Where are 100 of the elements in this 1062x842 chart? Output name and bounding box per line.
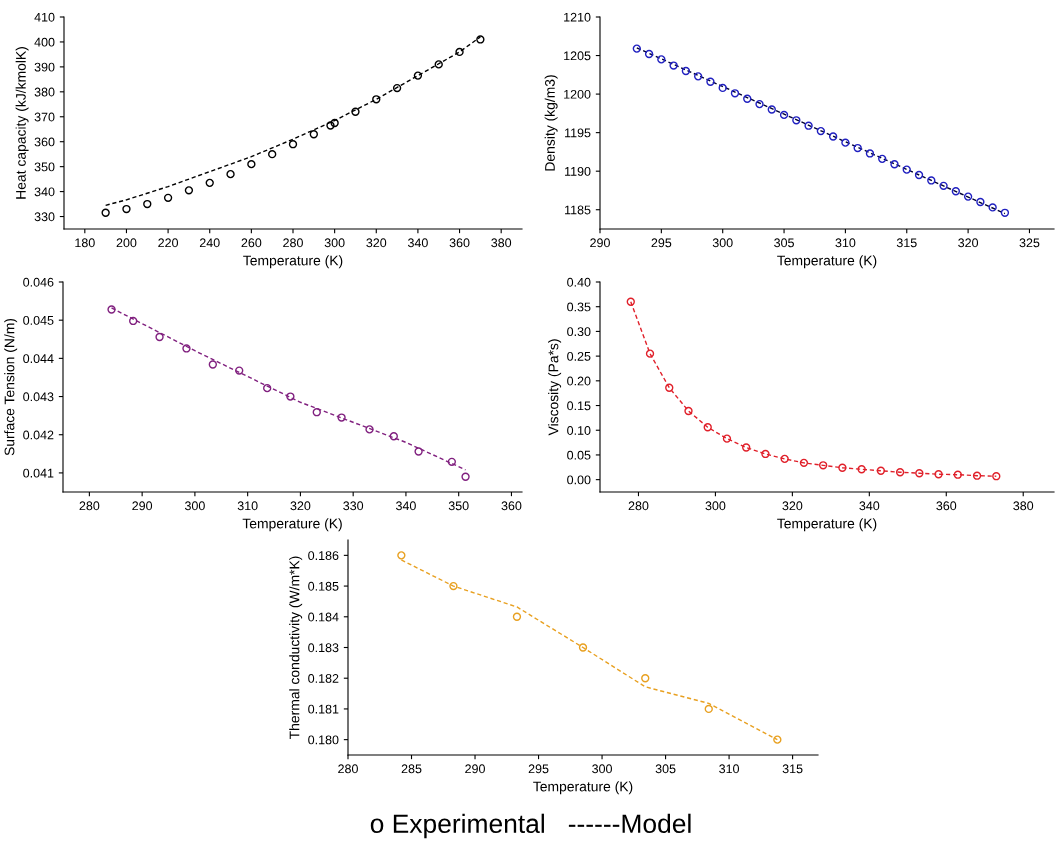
point — [818, 461, 828, 470]
point — [476, 35, 485, 44]
y-tick-label: 0.182 — [308, 674, 339, 683]
y-tick-label: 390 — [34, 62, 55, 72]
y-tick-label: 380 — [34, 87, 55, 97]
point — [767, 105, 776, 114]
x-tick-label: 360 — [936, 501, 957, 511]
point — [644, 49, 654, 59]
point — [263, 383, 272, 393]
x-tick-label: 280 — [628, 501, 649, 511]
y-tick-label: 0.045 — [23, 315, 54, 325]
point — [182, 344, 191, 353]
point — [838, 463, 847, 472]
point — [684, 406, 693, 416]
y-tick-label: 0.042 — [23, 430, 54, 440]
point — [878, 154, 887, 164]
x-tick-label: 300 — [592, 764, 612, 774]
point — [963, 192, 973, 201]
x-tick-label: 340 — [859, 501, 880, 511]
x-tick-label: 300 — [712, 238, 733, 248]
point — [392, 83, 402, 93]
point — [853, 143, 862, 153]
point — [645, 349, 655, 358]
x-tick-label: 280 — [79, 501, 100, 511]
y-tick-label: 360 — [34, 137, 55, 147]
point — [129, 316, 138, 326]
x-tick-label: 240 — [199, 238, 220, 248]
y-axis-title: Surface Tension (N/m) — [4, 318, 18, 456]
x-tick-label: 360 — [501, 501, 522, 511]
y-tick-label: 1185 — [565, 205, 591, 215]
x-tick-label: 300 — [184, 501, 205, 511]
x-tick-label: 380 — [491, 238, 512, 248]
x-tick-label: 295 — [528, 764, 549, 774]
y-axis-title: Density (kg/m3) — [544, 75, 558, 171]
point — [449, 581, 458, 591]
point — [665, 383, 674, 392]
x-tick-label: 315 — [896, 238, 917, 248]
point — [208, 360, 218, 369]
point — [706, 77, 715, 86]
point — [107, 305, 116, 314]
point — [799, 458, 809, 468]
point — [914, 170, 924, 180]
point — [722, 434, 732, 443]
y-tick-label: 0.181 — [308, 704, 339, 714]
x-tick-label: 315 — [782, 764, 803, 774]
point — [351, 107, 360, 116]
y-tick-label: 330 — [34, 212, 55, 222]
x-tick-label: 295 — [651, 238, 672, 248]
point — [122, 204, 131, 214]
y-tick-label: 0.25 — [567, 351, 591, 361]
y-tick-label: 0.186 — [308, 551, 339, 561]
point — [455, 47, 464, 57]
point — [288, 140, 298, 149]
x-tick-label: 310 — [835, 238, 856, 248]
point — [235, 366, 244, 375]
x-tick-label: 285 — [401, 764, 422, 774]
point — [992, 472, 1001, 481]
point — [828, 132, 838, 141]
point — [876, 466, 886, 475]
point — [330, 118, 339, 128]
point — [934, 470, 943, 479]
x-tick-label: 320 — [290, 501, 311, 511]
point — [693, 72, 703, 81]
x-tick-label: 290 — [465, 764, 485, 774]
point — [865, 149, 875, 158]
y-axis-title: Heat capacity (kJ/kmolK) — [15, 47, 29, 199]
point — [365, 425, 374, 434]
point — [703, 423, 712, 432]
y-tick-label: 0.15 — [567, 401, 591, 411]
point — [226, 169, 235, 179]
y-tick-label: 0.40 — [567, 277, 591, 287]
x-tick-label: 320 — [782, 501, 803, 511]
point — [857, 465, 866, 474]
y-tick-label: 1200 — [564, 89, 591, 99]
point — [268, 150, 277, 159]
x-tick-label: 330 — [343, 501, 364, 511]
point — [184, 186, 194, 195]
x-tick-label: 360 — [449, 238, 470, 248]
y-axis-title: Viscosity (Pa*s) — [548, 339, 562, 436]
x-axis-title: Temperature (K) — [777, 518, 877, 532]
x-tick-label: 340 — [395, 501, 416, 511]
y-tick-label: 1205 — [564, 51, 591, 61]
x-axis-title: Temperature (K) — [777, 255, 877, 269]
point — [101, 208, 110, 217]
point — [372, 95, 381, 104]
point — [413, 71, 423, 80]
x-tick-label: 320 — [958, 238, 979, 248]
y-tick-label: 370 — [34, 112, 55, 122]
x-tick-label: 300 — [705, 501, 726, 511]
point — [155, 332, 164, 342]
x-tick-label: 310 — [719, 764, 740, 774]
point — [718, 83, 727, 93]
point — [1000, 208, 1010, 217]
x-tick-label: 220 — [158, 238, 179, 248]
point — [704, 704, 713, 714]
text: o Experimental ------Model — [370, 813, 691, 839]
point — [337, 413, 346, 422]
x-tick-label: 305 — [774, 238, 794, 248]
point — [389, 432, 398, 441]
point — [939, 181, 948, 190]
